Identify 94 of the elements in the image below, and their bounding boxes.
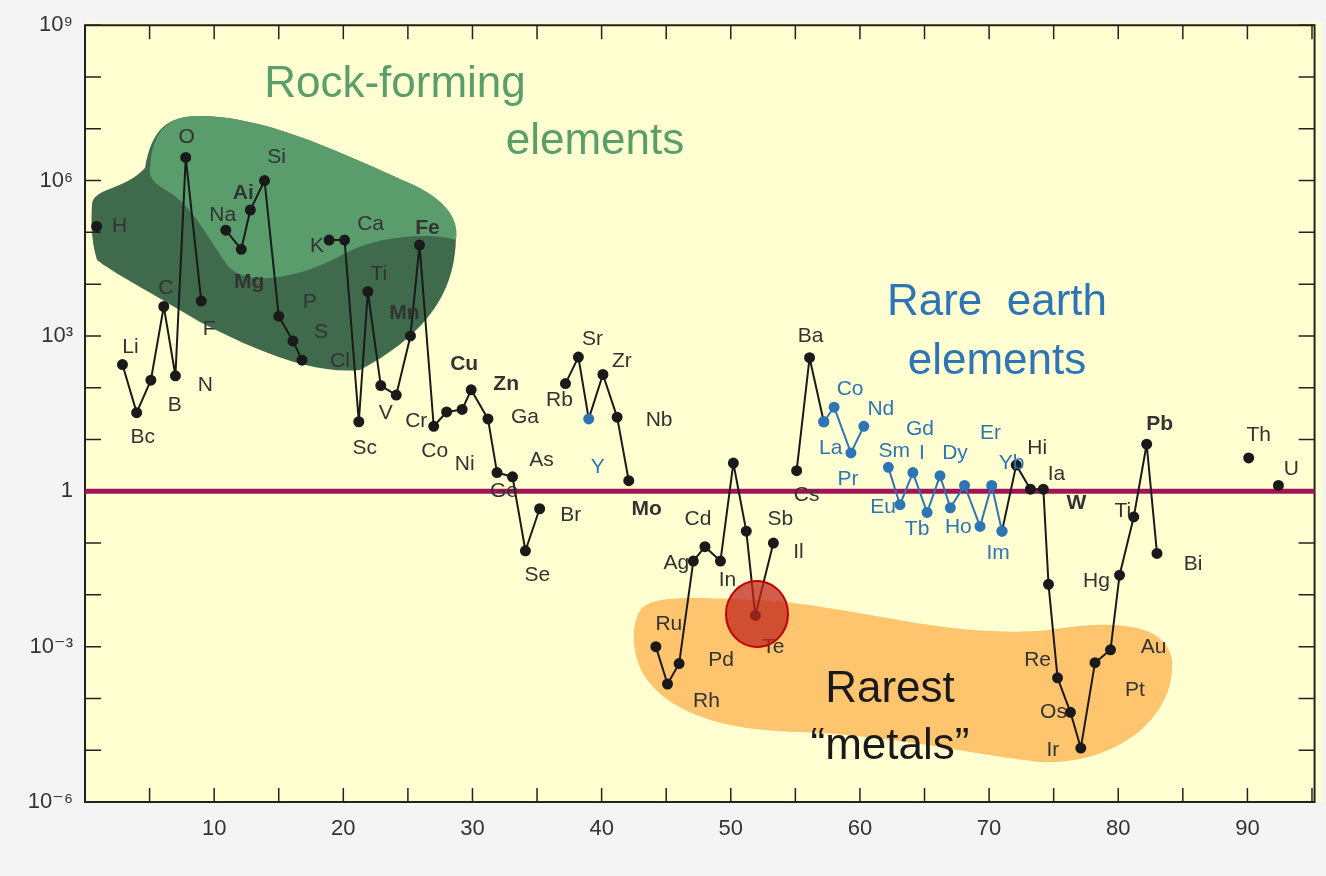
annotation: Rb (546, 387, 573, 411)
y-tick-label: 10⁻³ (29, 632, 73, 658)
annotation: Li (122, 334, 139, 358)
annotation: W (1066, 489, 1087, 513)
annotation: Sm (878, 438, 911, 462)
annotation: Yb (998, 450, 1025, 474)
annotation: Tb (904, 516, 930, 540)
annotation: Ge (490, 478, 519, 502)
annotation: Dy (942, 440, 969, 464)
annotation: Il (793, 538, 804, 562)
annotation: Ai (232, 179, 254, 203)
annotation: Rare earth (886, 275, 1108, 325)
annotation: Zr (612, 348, 632, 372)
annotation: Co (836, 376, 864, 400)
annotation: Rock-forming (264, 57, 526, 107)
annotation: S (313, 318, 328, 342)
annotation: Ir (1046, 736, 1060, 760)
annotation: Gd (905, 416, 934, 440)
annotation: La (819, 434, 843, 458)
y-tick-label: 1 (60, 477, 73, 503)
annotation: Fe (415, 214, 440, 238)
annotation: Bc (130, 424, 155, 448)
annotation: Ti (1114, 497, 1132, 521)
annotation: Hg (1083, 567, 1110, 591)
annotation: Si (267, 144, 286, 168)
x-tick-label: 40 (589, 815, 614, 841)
annotation: As (529, 446, 554, 470)
annotation: Th (1246, 421, 1271, 445)
y-tick-label: 10⁶ (39, 166, 73, 192)
annotation: N (197, 371, 213, 395)
annotation: Pt (1125, 677, 1146, 701)
annotation: I (918, 440, 925, 464)
annotation: Hi (1027, 434, 1048, 458)
annotation: Ho (944, 513, 972, 537)
annotation: Rarest (825, 662, 955, 712)
annotation: Mg (234, 269, 265, 293)
annotation: Na (209, 202, 237, 225)
annotation: Cr (405, 407, 428, 431)
annotation: Y (590, 453, 605, 477)
x-tick-label: 30 (460, 815, 485, 841)
annotation: In (718, 566, 737, 590)
annotation: K (310, 232, 325, 256)
annotation: Cd (684, 505, 712, 529)
annotation: Cu (450, 351, 479, 375)
annotation: Im (986, 540, 1010, 564)
annotation: Pd (708, 647, 734, 671)
annotation: Pb (1146, 411, 1174, 435)
x-tick-label: 90 (1235, 815, 1260, 841)
annotation: “metals” (810, 719, 970, 769)
annotation: Sr (581, 325, 603, 349)
annotation: Pr (837, 465, 859, 489)
x-tick-label: 20 (331, 815, 356, 841)
annotation: Rh (693, 687, 720, 711)
x-tick-label: 80 (1106, 815, 1131, 841)
x-tick-label: 60 (847, 815, 873, 841)
annotation: Sc (352, 434, 378, 458)
annotation: elements (907, 334, 1087, 384)
annotation: Bi (1183, 551, 1203, 575)
annotation: Eu (870, 493, 896, 517)
annotation: Ca (357, 210, 385, 234)
annotation: P (302, 289, 317, 313)
annotation: H (112, 213, 128, 237)
annotation: Br (560, 501, 582, 525)
annotation: Se (524, 561, 551, 585)
annotation: Zn (493, 370, 520, 394)
annotation: Er (980, 420, 1002, 444)
y-tick-label: 10³ (41, 321, 73, 347)
annotation: Nb (645, 406, 673, 430)
y-tick-label: 10⁻⁶ (27, 788, 73, 814)
annotation: elements (505, 114, 685, 164)
annotation: Os (1040, 699, 1067, 723)
annotation: V (378, 400, 393, 424)
annotation: B (167, 391, 182, 415)
annotation: Ia (1047, 460, 1066, 484)
annotation: C (158, 275, 174, 299)
annotation: Re (1024, 646, 1051, 670)
annotation: Ti (370, 261, 388, 285)
annotation: Au (1140, 633, 1167, 657)
annotation: O (178, 124, 195, 148)
annotation: Ni (454, 450, 475, 474)
annotation: Co (421, 438, 449, 462)
annotation: Sb (767, 505, 794, 529)
annotation: Cl (330, 347, 350, 371)
annotation: Ru (655, 611, 683, 635)
annotation: Ag (663, 549, 690, 573)
y-tick-label: 10⁹ (39, 11, 73, 37)
x-tick-label: 10 (201, 815, 227, 841)
x-tick-label: 70 (976, 815, 1002, 841)
annotation: Mo (631, 495, 662, 519)
annotation: U (1283, 456, 1299, 480)
annotation: Nd (867, 396, 895, 420)
annotation: Ga (510, 403, 540, 427)
annotation: Ba (797, 323, 824, 347)
x-tick-label: 50 (718, 815, 744, 841)
